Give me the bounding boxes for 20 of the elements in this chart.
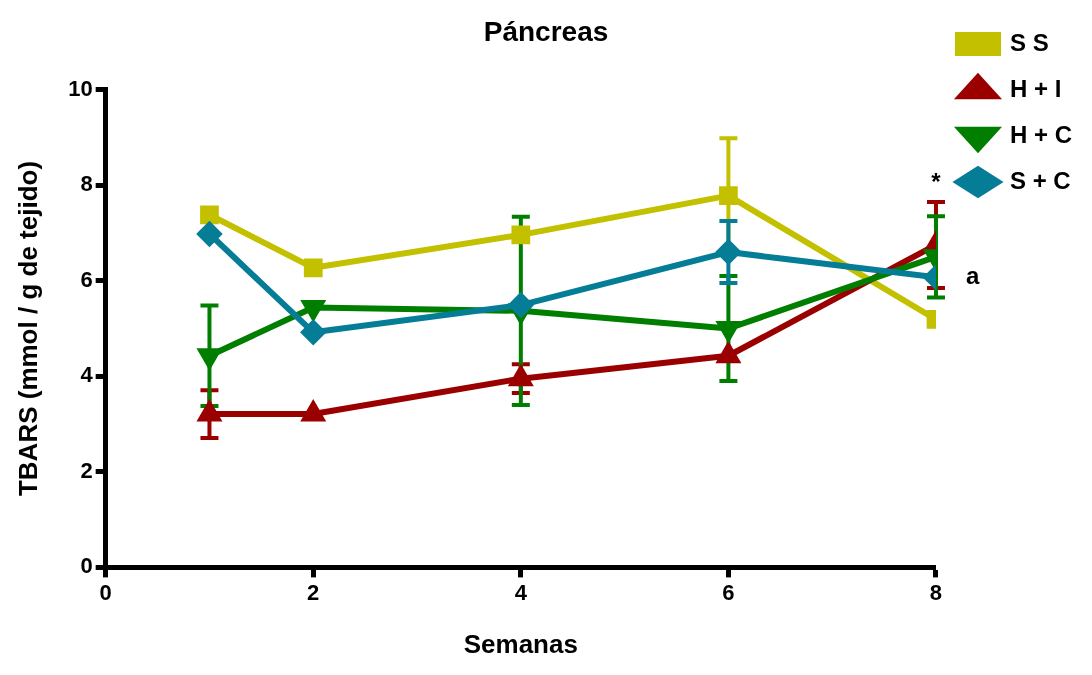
y-axis-title: TBARS (mmol / g de tejido) — [12, 160, 43, 497]
legend-label: S + C — [1009, 166, 1071, 194]
x-tick-label: 2 — [307, 579, 320, 605]
y-tick-label: 4 — [80, 362, 94, 388]
legend-label: H + I — [1009, 74, 1062, 102]
annotation: a — [965, 262, 980, 289]
legend-label: H + C — [1009, 120, 1072, 148]
y-tick-label: 0 — [80, 553, 93, 579]
x-tick-label: 4 — [514, 579, 528, 605]
legend-label: S S — [1009, 28, 1049, 56]
x-axis-title: Semanas — [463, 628, 578, 659]
x-tick-label: 8 — [929, 579, 943, 605]
y-tick-label: 8 — [80, 171, 93, 197]
x-tick-label: 6 — [722, 579, 735, 605]
annotation: * — [931, 167, 942, 195]
x-tick-label: 0 — [99, 579, 112, 605]
chart-title: Páncreas — [483, 15, 609, 47]
y-tick-label: 2 — [80, 457, 93, 483]
y-tick-label: 6 — [80, 266, 93, 292]
y-tick-label: 10 — [68, 75, 93, 101]
